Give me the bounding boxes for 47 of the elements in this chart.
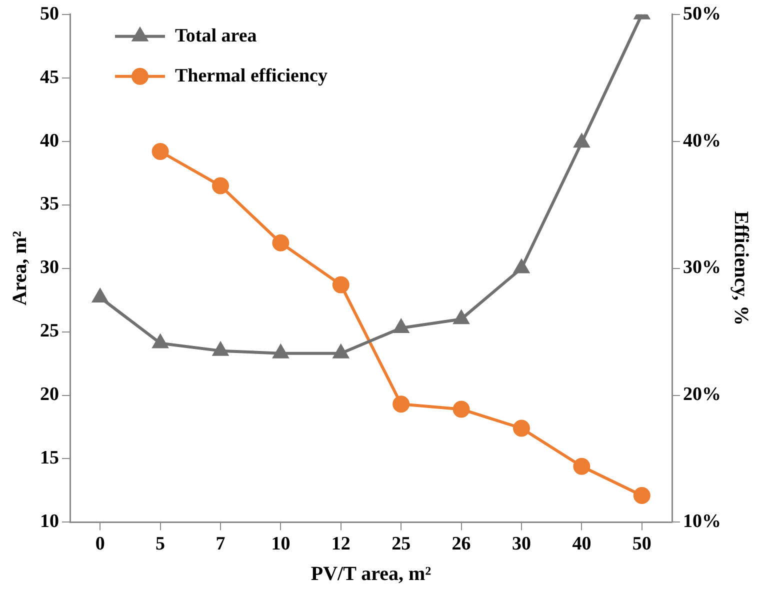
x-tick-label: 40: [572, 534, 592, 555]
point: [92, 289, 108, 302]
x-tick-label: 25: [392, 534, 411, 555]
y-tick-label: 20: [40, 384, 59, 406]
y-tick-label: 45: [40, 66, 59, 88]
y-tick-label: 15: [40, 448, 59, 469]
x-tick-label: 5: [156, 534, 166, 555]
y-tick-label: 50: [40, 3, 59, 24]
legend-label: Total area: [175, 25, 258, 46]
y2-tick-label: 20%: [683, 384, 721, 406]
point: [514, 260, 530, 274]
y-tick-label: 25: [40, 320, 59, 342]
point: [212, 342, 228, 356]
x-tick-label: 12: [331, 534, 350, 555]
point: [392, 396, 410, 413]
x-axis-title: PV/T area, m²: [310, 563, 432, 586]
point: [273, 344, 288, 358]
y-tick-label: 35: [40, 194, 59, 215]
y-tick-label: 30: [40, 257, 59, 278]
y2-tick-label: 50%: [683, 3, 721, 24]
x-tick-label: 50: [632, 534, 652, 555]
x-tick-label: 7: [216, 534, 226, 555]
x-tick-label: 0: [95, 534, 105, 555]
y2-axis-title: Efficiency, %: [730, 211, 752, 326]
legend-label: Thermal efficiency: [175, 65, 328, 86]
x-tick-label: 30: [512, 534, 531, 555]
point: [513, 420, 530, 437]
x-tick-label: 26: [452, 534, 471, 555]
y2-tick-label: 40%: [683, 130, 721, 152]
y-tick-label: 40: [40, 130, 59, 152]
point: [452, 400, 470, 418]
point: [633, 487, 650, 504]
point: [454, 310, 469, 324]
point: [574, 134, 590, 148]
y-axis-title: Area, m²: [9, 231, 32, 306]
x-tick-label: 10: [271, 534, 290, 555]
point: [333, 344, 348, 358]
point: [152, 143, 169, 160]
point: [332, 276, 350, 294]
point: [212, 177, 229, 194]
point: [573, 458, 590, 475]
point: [394, 319, 409, 333]
y2-tick-label: 30%: [683, 257, 721, 278]
point: [152, 334, 168, 348]
point: [272, 234, 290, 252]
y-tick-label: 10: [40, 511, 59, 532]
y2-tick-label: 10%: [683, 511, 721, 532]
